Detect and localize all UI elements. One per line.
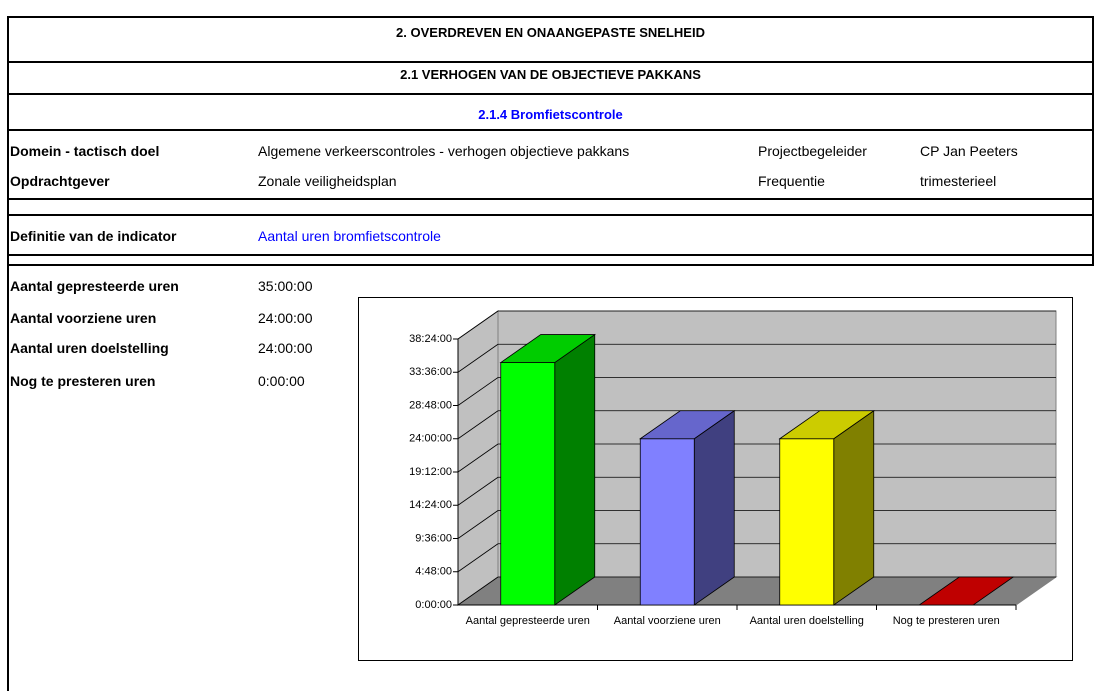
table-lines xyxy=(7,16,1094,691)
label: Projectbegeleider xyxy=(758,143,867,159)
x-tick-label: Aantal gepresteerde uren xyxy=(465,615,590,627)
label: Aantal gepresteerde uren xyxy=(10,278,179,294)
bar-side xyxy=(833,409,875,606)
bar-front xyxy=(779,438,835,606)
y-tick-label: 38:24:00 xyxy=(409,333,452,345)
grid-line xyxy=(457,377,499,406)
grid-line xyxy=(457,410,499,440)
y-tick-label: 4:48:00 xyxy=(415,566,452,578)
grid-line xyxy=(457,443,499,473)
y-tick-label: 24:00:00 xyxy=(409,433,452,445)
bar-top xyxy=(778,410,876,440)
value: Aantal uren bromfietscontrole xyxy=(258,228,441,244)
bar-side xyxy=(693,409,735,606)
y-tick-label: 14:24:00 xyxy=(409,499,452,511)
y-tick-label: 9:36:00 xyxy=(415,532,452,544)
value: Algemene verkeerscontroles - verhogen ob… xyxy=(258,143,630,159)
section: 2.1 VERHOGEN VAN DE OBJECTIEVE PAKKANS xyxy=(400,67,701,82)
x-tick-label: Nog te presteren uren xyxy=(892,615,1000,627)
y-tick-label: 19:12:00 xyxy=(409,466,452,478)
value: 0:00:00 xyxy=(258,373,305,389)
grid-line xyxy=(457,543,499,573)
x-tick-label-box: Nog te presteren uren xyxy=(892,615,1000,627)
label: Domein - tactisch doel xyxy=(10,143,160,159)
label: Definitie van de indicator xyxy=(10,228,177,244)
y-tick-label: 28:48:00 xyxy=(409,399,452,411)
grid-line xyxy=(457,310,499,340)
bar-top xyxy=(917,576,1015,606)
label: Opdrachtgever xyxy=(10,173,110,189)
bar-top xyxy=(638,410,736,440)
value: 35:00:00 xyxy=(258,278,313,294)
bar-front xyxy=(500,362,556,606)
y-tick-label: 33:36:00 xyxy=(409,366,452,378)
x-tick-label-box: Aantal gepresteerde uren xyxy=(465,615,590,627)
grid-line xyxy=(457,476,499,506)
title: 2. OVERDREVEN EN ONAANGEPASTE SNELHEID xyxy=(396,25,705,40)
label: Nog te presteren uren xyxy=(10,373,156,389)
subsection: 2.1.4 Bromfietscontrole xyxy=(478,107,623,122)
label: Frequentie xyxy=(758,173,825,189)
x-tick-label: Aantal voorziene uren xyxy=(613,615,721,627)
value: Zonale veiligheidsplan xyxy=(258,173,397,189)
y-tick-label: 0:00:00 xyxy=(415,599,452,611)
bar-top xyxy=(499,334,597,363)
x-tick-label-box: Aantal uren doelstelling xyxy=(749,615,864,627)
label: Aantal voorziene uren xyxy=(10,310,157,326)
grid-line xyxy=(457,576,499,606)
grid-line xyxy=(457,510,499,539)
chart: 0:00:00 4:48:00 9:36:00 14:24:00 19:12:00 24:… xyxy=(409,310,1058,627)
value: 24:00:00 xyxy=(258,340,313,356)
x-tick-label-box: Aantal voorziene uren xyxy=(613,615,721,627)
grid-line xyxy=(457,343,499,373)
bar-side xyxy=(554,333,596,606)
value: trimesterieel xyxy=(920,173,997,189)
bar-front xyxy=(639,438,695,606)
label: Aantal uren doelstelling xyxy=(10,340,169,356)
x-tick-label: Aantal uren doelstelling xyxy=(749,615,864,627)
value: CP Jan Peeters xyxy=(920,143,1018,159)
value: 24:00:00 xyxy=(258,310,313,326)
